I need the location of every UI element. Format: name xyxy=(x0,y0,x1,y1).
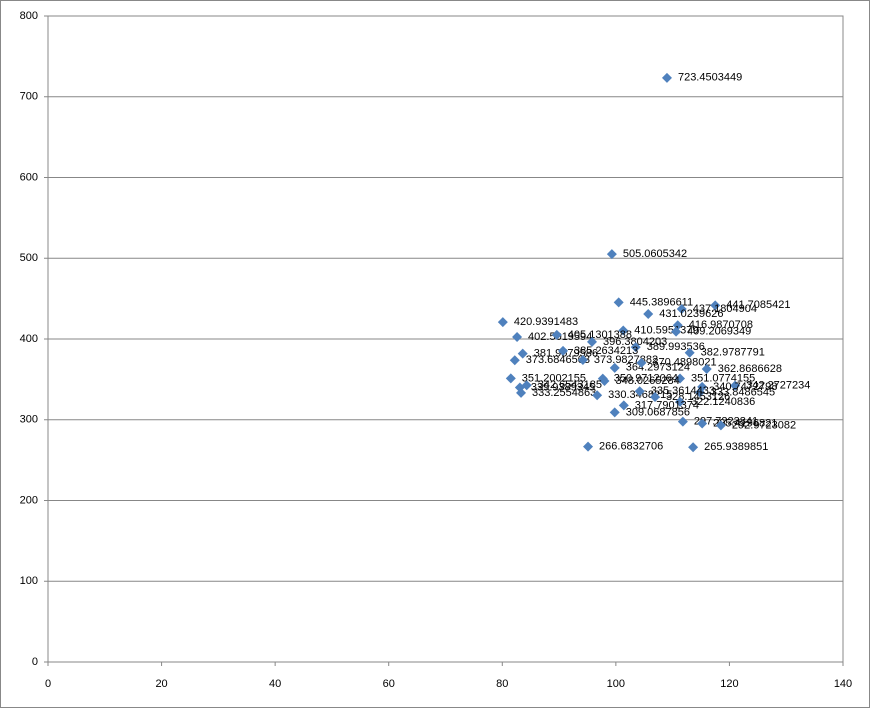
data-point xyxy=(694,387,705,398)
data-point xyxy=(592,390,603,401)
data-label: 295.4196821 xyxy=(713,417,777,429)
data-point xyxy=(609,407,620,418)
data-label: 266.6832706 xyxy=(599,441,663,453)
data-label: 362.8686628 xyxy=(718,363,782,375)
data-point xyxy=(551,329,562,340)
data-point xyxy=(599,375,610,386)
data-label: 723.4503449 xyxy=(678,72,742,84)
x-tick-label: 120 xyxy=(720,678,738,690)
data-label: 445.3896611 xyxy=(630,296,693,308)
data-point xyxy=(730,380,741,391)
data-label: 333.2554863 xyxy=(532,387,596,399)
y-tick-label: 400 xyxy=(20,333,38,345)
data-label: 410.5951379 xyxy=(634,324,698,336)
data-label: 351.2002155 xyxy=(522,372,586,384)
data-label: 405.1301388 xyxy=(568,329,632,341)
data-point xyxy=(609,362,620,373)
y-tick-label: 500 xyxy=(20,252,38,264)
data-label: 420.9391483 xyxy=(514,316,578,328)
data-point xyxy=(697,418,708,429)
data-point xyxy=(661,72,672,83)
data-label: 309.0687856 xyxy=(626,406,690,418)
y-tick-label: 700 xyxy=(20,91,38,103)
data-label: 348.0265284 xyxy=(616,375,680,387)
data-point xyxy=(684,347,695,358)
data-point xyxy=(675,396,686,407)
data-label: 333.8486545 xyxy=(711,386,775,398)
data-label: 292.9723082 xyxy=(732,419,796,431)
data-point xyxy=(613,297,624,308)
data-point xyxy=(618,325,629,336)
data-label: 389.993536 xyxy=(647,341,705,353)
data-label: 409.2069349 xyxy=(687,325,751,337)
data-label: 265.9389851 xyxy=(704,441,768,453)
data-label: 441.7085421 xyxy=(726,299,790,311)
data-point xyxy=(671,326,682,337)
data-point xyxy=(505,373,516,384)
x-tick-label: 60 xyxy=(383,678,395,690)
data-label: 373.6846503 xyxy=(526,354,590,366)
data-label: 340.7472798 xyxy=(713,381,777,393)
y-tick-label: 800 xyxy=(20,10,38,22)
data-label: 351.0774155 xyxy=(691,372,755,384)
data-label: 402.5019594 xyxy=(528,331,592,343)
x-tick-label: 20 xyxy=(155,678,167,690)
data-label: 431.0239626 xyxy=(659,308,723,320)
data-point xyxy=(650,392,661,403)
y-tick-label: 100 xyxy=(20,575,38,587)
data-label: 297.7223841 xyxy=(694,415,758,427)
data-label: 317.7901374 xyxy=(635,399,699,411)
data-label: 322.1240836 xyxy=(691,396,755,408)
data-point xyxy=(643,308,654,319)
data-point xyxy=(558,345,569,356)
data-label: 342.6543185 xyxy=(538,379,602,391)
data-label: 505.0605342 xyxy=(623,248,687,260)
data-point xyxy=(634,386,645,397)
x-tick-label: 0 xyxy=(45,678,51,690)
data-point xyxy=(497,317,508,328)
data-point xyxy=(517,348,528,359)
data-label: 382.9787791 xyxy=(701,347,765,359)
data-point xyxy=(618,400,629,411)
x-tick-label: 40 xyxy=(269,678,281,690)
x-tick-label: 80 xyxy=(496,678,508,690)
data-label: 350.9712064 xyxy=(614,372,678,384)
y-tick-label: 300 xyxy=(20,414,38,426)
data-point xyxy=(715,420,726,431)
data-point xyxy=(688,442,699,453)
data-label: 342.2727234 xyxy=(746,380,810,392)
data-label: 370.4898021 xyxy=(652,357,716,369)
data-point xyxy=(587,336,598,347)
y-tick-label: 0 xyxy=(32,656,38,668)
data-label: 416.9870708 xyxy=(689,319,753,331)
y-tick-label: 600 xyxy=(20,171,38,183)
data-label: 437.1804904 xyxy=(693,303,757,315)
x-tick-label: 100 xyxy=(607,678,625,690)
data-point xyxy=(516,387,527,398)
data-point xyxy=(676,303,687,314)
data-point xyxy=(606,249,617,260)
data-label: 385.2634213 xyxy=(574,345,638,357)
data-label: 339.9389345 xyxy=(531,381,595,393)
x-tick-label: 140 xyxy=(834,678,852,690)
data-point xyxy=(677,416,688,427)
data-point xyxy=(509,355,520,366)
data-point xyxy=(636,357,647,368)
data-point xyxy=(675,373,686,384)
data-point xyxy=(710,300,721,311)
y-tick-label: 200 xyxy=(20,494,38,506)
data-label: 396.3804203 xyxy=(603,336,667,348)
data-point xyxy=(521,380,532,391)
data-point xyxy=(512,331,523,342)
data-point xyxy=(583,441,594,452)
data-point xyxy=(577,355,588,366)
data-label: 335.3614433 xyxy=(651,385,715,397)
data-point xyxy=(630,342,641,353)
data-point xyxy=(701,363,712,374)
